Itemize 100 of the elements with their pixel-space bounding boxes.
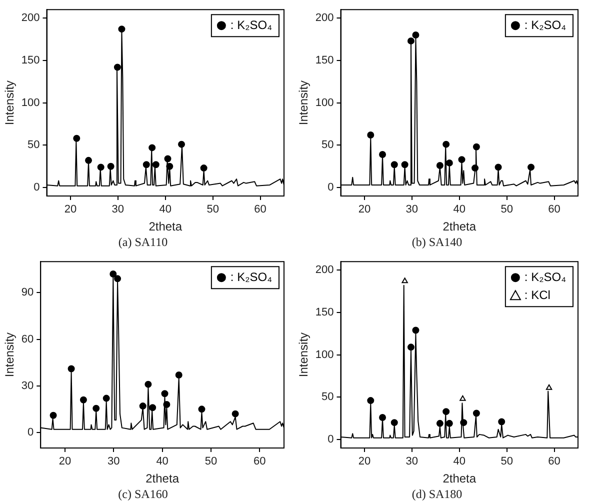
y-tick-label: 200 bbox=[315, 12, 334, 24]
y-tick-label: 30 bbox=[21, 380, 34, 392]
point bbox=[472, 143, 480, 150]
x-axis-title: 2theta bbox=[148, 220, 182, 234]
point bbox=[367, 397, 374, 404]
x-tick-label: 30 bbox=[406, 204, 418, 216]
x-tick-label: 40 bbox=[159, 204, 172, 216]
point bbox=[142, 161, 150, 168]
point bbox=[442, 408, 450, 416]
y-tick-label: 100 bbox=[315, 96, 334, 109]
x-tick-label: 50 bbox=[500, 456, 513, 468]
point bbox=[68, 365, 75, 372]
x-tick-label: 60 bbox=[548, 456, 560, 468]
legend-label: : K₂SO₄ bbox=[230, 270, 272, 284]
x-tick-label: 40 bbox=[453, 204, 466, 216]
point bbox=[442, 140, 450, 148]
x-tick-label: 30 bbox=[112, 204, 124, 216]
point bbox=[149, 404, 156, 412]
point bbox=[498, 418, 506, 426]
x-axis-title: 2theta bbox=[442, 472, 476, 486]
point bbox=[110, 270, 117, 278]
y-tick-label: 0 bbox=[328, 434, 334, 446]
point bbox=[152, 161, 160, 168]
y-tick-label: 0 bbox=[34, 182, 40, 194]
point bbox=[139, 402, 146, 410]
y-tick-label: 150 bbox=[315, 306, 334, 318]
point bbox=[528, 164, 535, 171]
point bbox=[85, 156, 92, 164]
point bbox=[436, 162, 444, 169]
x-tick-label: 60 bbox=[548, 204, 560, 216]
x-tick-label: 50 bbox=[206, 204, 219, 216]
point bbox=[178, 140, 186, 148]
y-tick-label: 200 bbox=[21, 12, 40, 24]
x-tick-label: 40 bbox=[156, 456, 168, 468]
y-axis-title: Intensity bbox=[296, 80, 311, 126]
point bbox=[446, 420, 453, 427]
point bbox=[114, 64, 121, 71]
legend-label: : K₂SO₄ bbox=[524, 18, 566, 32]
y-tick-label: 200 bbox=[315, 264, 334, 276]
legend-label: : K₂SO₄ bbox=[524, 270, 566, 284]
point bbox=[144, 380, 152, 388]
y-tick-label: 60 bbox=[21, 333, 34, 346]
x-tick-label: 50 bbox=[204, 456, 218, 468]
point bbox=[401, 161, 408, 168]
y-tick-label: 100 bbox=[315, 348, 334, 361]
point bbox=[107, 162, 114, 170]
point bbox=[460, 395, 466, 401]
point bbox=[436, 420, 444, 427]
point bbox=[80, 396, 87, 404]
y-tick-label: 150 bbox=[315, 54, 334, 66]
point bbox=[148, 144, 156, 152]
y-tick-label: 90 bbox=[21, 286, 34, 299]
point bbox=[73, 134, 80, 142]
point bbox=[546, 384, 552, 390]
y-tick-label: 0 bbox=[328, 182, 334, 194]
y-tick-label: 0 bbox=[28, 426, 34, 438]
x-tick-label: 20 bbox=[64, 204, 77, 216]
point bbox=[198, 406, 206, 413]
point bbox=[200, 164, 208, 172]
y-tick-label: 50 bbox=[322, 391, 334, 404]
legend-label: : KCl bbox=[524, 288, 550, 302]
y-tick-label: 50 bbox=[322, 139, 334, 152]
point bbox=[412, 32, 420, 39]
y-tick-label: 150 bbox=[21, 54, 40, 66]
point bbox=[379, 150, 386, 158]
text: (d) SA180 bbox=[412, 486, 462, 501]
point bbox=[494, 164, 502, 171]
y-axis-title: Intensity bbox=[2, 332, 17, 378]
y-axis-title: Intensity bbox=[296, 332, 311, 378]
x-tick-label: 20 bbox=[358, 204, 371, 216]
point bbox=[446, 159, 453, 166]
point bbox=[97, 164, 104, 171]
text: (c) SA160 bbox=[118, 486, 168, 501]
x-tick-label: 30 bbox=[406, 456, 418, 468]
point bbox=[407, 37, 414, 44]
text: (b) SA140 bbox=[412, 234, 462, 249]
point bbox=[92, 404, 100, 412]
point bbox=[390, 161, 398, 168]
point bbox=[407, 344, 414, 351]
x-tick-label: 20 bbox=[58, 456, 72, 468]
point bbox=[379, 414, 386, 421]
x-tick-label: 20 bbox=[358, 456, 371, 468]
point bbox=[164, 155, 172, 162]
point bbox=[458, 156, 466, 164]
point bbox=[175, 371, 182, 378]
x-tick-label: 60 bbox=[254, 204, 266, 216]
x-tick-label: 30 bbox=[108, 456, 120, 468]
x-axis-title: 2theta bbox=[442, 220, 476, 234]
x-tick-label: 50 bbox=[500, 204, 513, 216]
point bbox=[390, 419, 398, 426]
point bbox=[118, 26, 126, 33]
point bbox=[232, 410, 239, 418]
x-axis-title: 2theta bbox=[146, 472, 180, 486]
x-tick-label: 60 bbox=[254, 456, 266, 468]
y-axis-title: Intensity bbox=[2, 80, 17, 126]
point bbox=[114, 275, 122, 282]
x-tick-label: 40 bbox=[453, 456, 466, 468]
legend-label: : K₂SO₄ bbox=[230, 18, 272, 32]
point bbox=[50, 412, 57, 419]
y-tick-label: 100 bbox=[21, 96, 40, 109]
